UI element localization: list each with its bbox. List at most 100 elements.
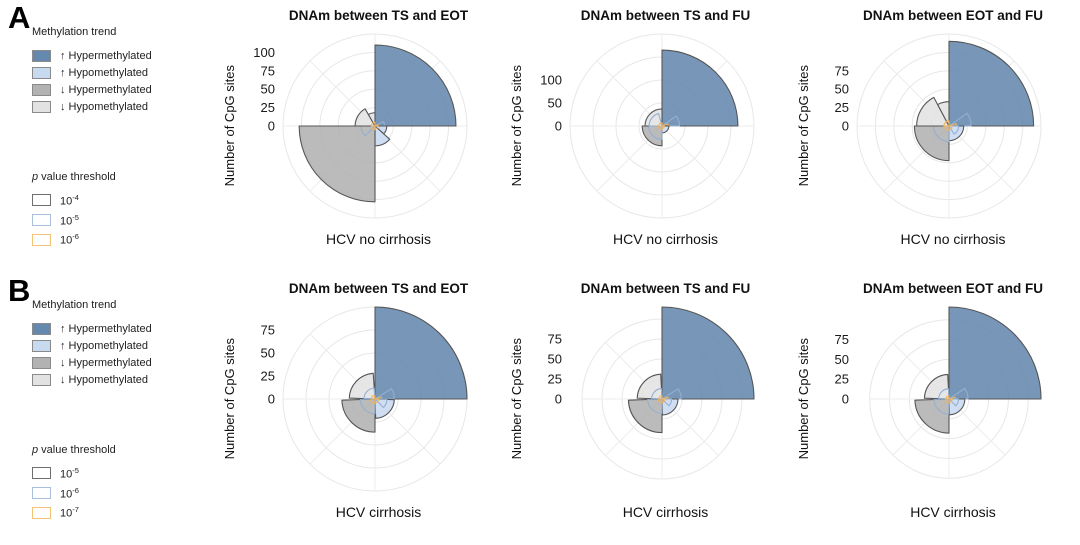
wedge-NW xyxy=(943,120,950,127)
chart-b-ts-eot: DNAm between TS and EOT Number of CpG si… xyxy=(218,273,505,545)
hypermethylated-down-swatch xyxy=(32,357,51,369)
wedge-NW xyxy=(370,121,376,127)
legend-item-label: ↑ Hypomethylated xyxy=(60,340,149,352)
wedge-NW xyxy=(916,96,950,127)
tick-label: 75 xyxy=(835,332,849,347)
legend-item-hypomethylated-up: ↑ Hypomethylated xyxy=(32,340,218,352)
y-axis-label: Number of CpG sites xyxy=(795,65,811,187)
group-label: HCV cirrhosis xyxy=(335,504,422,520)
group-label: HCV no cirrhosis xyxy=(612,231,719,247)
tick-label: 75 xyxy=(548,332,562,347)
panel-a: A Methylation trend ↑ Hypermethylated ↑ … xyxy=(0,0,1080,272)
pvalue-item-3: 10-7 xyxy=(32,505,218,520)
legend-item-hypermethylated-down: ↓ Hypermethylated xyxy=(32,357,218,369)
wedge-NW xyxy=(644,108,663,127)
radial-ticks: 100 75 50 25 0 xyxy=(253,45,275,134)
pvalue-item-3: 10-6 xyxy=(32,232,218,247)
wedge-SE xyxy=(948,125,960,135)
tick-label: 25 xyxy=(548,372,562,387)
polar-chart: 75 50 25 0 xyxy=(240,296,503,502)
wedge-NW xyxy=(937,101,950,127)
grid-spoke xyxy=(661,125,728,192)
chart-title: DNAm between TS and EOT xyxy=(288,8,469,23)
y-axis-label: Number of CpG sites xyxy=(508,338,524,460)
legend-item-hypomethylated-up: ↑ Hypomethylated xyxy=(32,67,218,79)
methylation-trend-title: Methylation trend xyxy=(32,26,117,38)
pvalue-box-3 xyxy=(32,233,51,246)
legend-item-label: ↓ Hypomethylated xyxy=(60,374,149,386)
wedge-SE xyxy=(661,398,673,407)
pvalue-box-3 xyxy=(32,506,51,519)
wedge-SW xyxy=(914,398,950,434)
pvalue-box-1 xyxy=(32,467,51,480)
polar-chart: 75 50 25 0 xyxy=(814,296,1077,502)
panel-a-label: A xyxy=(8,0,31,35)
chart-title: DNAm between TS and FU xyxy=(580,8,751,23)
tick-label: 75 xyxy=(261,323,275,338)
polar-chart-svg: 75 50 25 0 xyxy=(548,306,755,480)
legend-item-hypomethylated-down: ↓ Hypomethylated xyxy=(32,101,218,113)
pvalue-label: 10-7 xyxy=(60,505,79,520)
legend-item-label: ↓ Hypermethylated xyxy=(60,84,152,96)
wedge-NW xyxy=(651,388,663,400)
pvalue-label: 10-5 xyxy=(60,212,79,228)
polar-chart: 75 50 25 0 xyxy=(814,23,1077,229)
wedge-NW xyxy=(923,373,950,400)
legend-b: Methylation trend ↑ Hypermethylated ↑ Hy… xyxy=(0,273,218,545)
pvalue-threshold-title: p value threshold xyxy=(32,444,116,456)
wedge-NE xyxy=(661,306,755,400)
tick-label: 25 xyxy=(261,369,275,384)
legend-item-label: ↓ Hypomethylated xyxy=(60,101,149,113)
radial-ticks: 75 50 25 0 xyxy=(835,332,849,406)
wedge-NW xyxy=(370,394,376,400)
wedge-NE xyxy=(948,40,1035,127)
tick-label: 50 xyxy=(548,96,562,111)
chart-title: DNAm between TS and EOT xyxy=(288,281,469,296)
tick-label: 0 xyxy=(268,392,275,407)
polar-chart-svg: 100 75 50 25 0 xyxy=(253,33,468,219)
tick-label: 50 xyxy=(261,346,275,361)
wedge-NE xyxy=(661,388,682,400)
legend-item-label: ↑ Hypomethylated xyxy=(60,67,149,79)
panel-b-label: B xyxy=(8,273,31,308)
chart-a-eot-fu: DNAm between EOT and FU Number of CpG si… xyxy=(792,0,1080,272)
legend-item-hypermethylated-down: ↓ Hypermethylated xyxy=(32,84,218,96)
wedge-NE xyxy=(374,388,395,400)
pvalue-item-1: 10-5 xyxy=(32,466,218,481)
tick-label: 25 xyxy=(835,100,849,115)
tick-label: 0 xyxy=(268,119,275,134)
wedge-SW xyxy=(933,398,950,415)
wedge-SW xyxy=(298,125,376,203)
tick-label: 0 xyxy=(842,392,849,407)
wedge-NW xyxy=(938,388,950,400)
pvalue-label: 10-6 xyxy=(60,485,79,501)
wedge-NE xyxy=(661,49,739,127)
grid-spoke xyxy=(948,125,1015,192)
radial-ticks: 75 50 25 0 xyxy=(261,323,275,407)
wedges xyxy=(641,49,739,147)
wedge-NE xyxy=(948,306,1042,400)
wedge-NW xyxy=(354,108,376,127)
hypomethylated-up-swatch xyxy=(32,340,51,352)
group-label: HCV no cirrhosis xyxy=(900,231,1006,247)
pvalue-item-1: 10-4 xyxy=(32,193,218,208)
hypermethylated-up-swatch xyxy=(32,323,51,335)
wedge-SW xyxy=(913,125,950,162)
pvalue-box-2 xyxy=(32,486,51,499)
chart-b-eot-fu: DNAm between EOT and FU Number of CpG si… xyxy=(792,273,1080,545)
polar-chart: 75 50 25 0 xyxy=(527,296,790,502)
legend-item-hypermethylated-up: ↑ Hypermethylated xyxy=(32,50,218,62)
wedges xyxy=(913,40,1035,162)
pvalue-box-1 xyxy=(32,194,51,207)
wedge-NW xyxy=(658,395,663,400)
tick-label: 50 xyxy=(835,82,849,97)
tick-label: 0 xyxy=(555,392,562,407)
legend-item-hypomethylated-down: ↓ Hypomethylated xyxy=(32,374,218,386)
hypomethylated-down-swatch xyxy=(32,101,51,113)
tick-label: 25 xyxy=(261,100,275,115)
polar-chart-svg: 100 50 0 xyxy=(540,33,755,219)
methylation-trend-title: Methylation trend xyxy=(32,299,117,311)
wedge-SE xyxy=(948,398,960,407)
hypermethylated-down-swatch xyxy=(32,84,51,96)
